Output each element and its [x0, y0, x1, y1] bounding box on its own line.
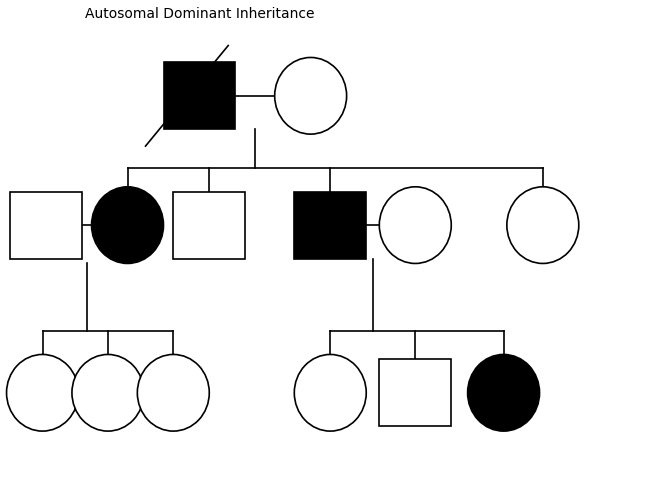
Ellipse shape [72, 354, 144, 431]
Ellipse shape [468, 354, 540, 431]
Bar [173, 192, 245, 259]
Bar [164, 62, 235, 129]
Ellipse shape [294, 354, 366, 431]
Bar [10, 192, 82, 259]
Bar [379, 359, 451, 426]
Ellipse shape [7, 354, 78, 431]
Bar [294, 192, 366, 259]
Ellipse shape [507, 187, 579, 263]
Ellipse shape [137, 354, 209, 431]
Ellipse shape [275, 57, 347, 134]
Ellipse shape [92, 187, 164, 263]
Text: Autosomal Dominant Inheritance: Autosomal Dominant Inheritance [85, 7, 315, 21]
Ellipse shape [379, 187, 451, 263]
